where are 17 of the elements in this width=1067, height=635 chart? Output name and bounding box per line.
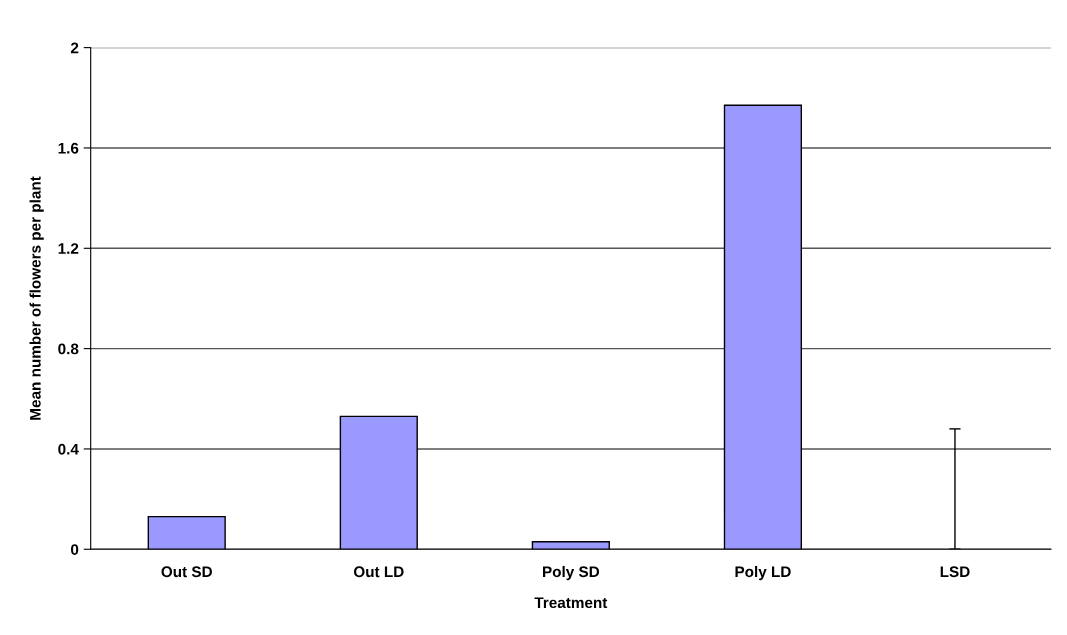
y-tick-label: 1.6 bbox=[58, 142, 79, 154]
x-tick-label: LSD bbox=[940, 566, 970, 578]
x-tick-label: Poly LD bbox=[735, 565, 791, 581]
y-tick-label: 2 bbox=[70, 42, 79, 54]
y-tick-label: 0 bbox=[71, 544, 79, 555]
x-axis-title: Treatment bbox=[534, 597, 608, 609]
bar bbox=[147, 515, 226, 550]
x-tick-label: Out SD bbox=[161, 566, 212, 578]
bar bbox=[531, 541, 610, 550]
y-tick-label: 1.2 bbox=[58, 243, 79, 254]
bar bbox=[339, 415, 418, 550]
bar bbox=[723, 104, 803, 550]
y-tick-label: 0.4 bbox=[58, 443, 79, 455]
y-axis-title: Mean number of flowers per plant bbox=[29, 176, 44, 420]
x-tick-label: Poly SD bbox=[543, 565, 600, 581]
y-tick-label: 0.8 bbox=[58, 343, 79, 355]
x-tick-label: Out LD bbox=[353, 566, 404, 578]
